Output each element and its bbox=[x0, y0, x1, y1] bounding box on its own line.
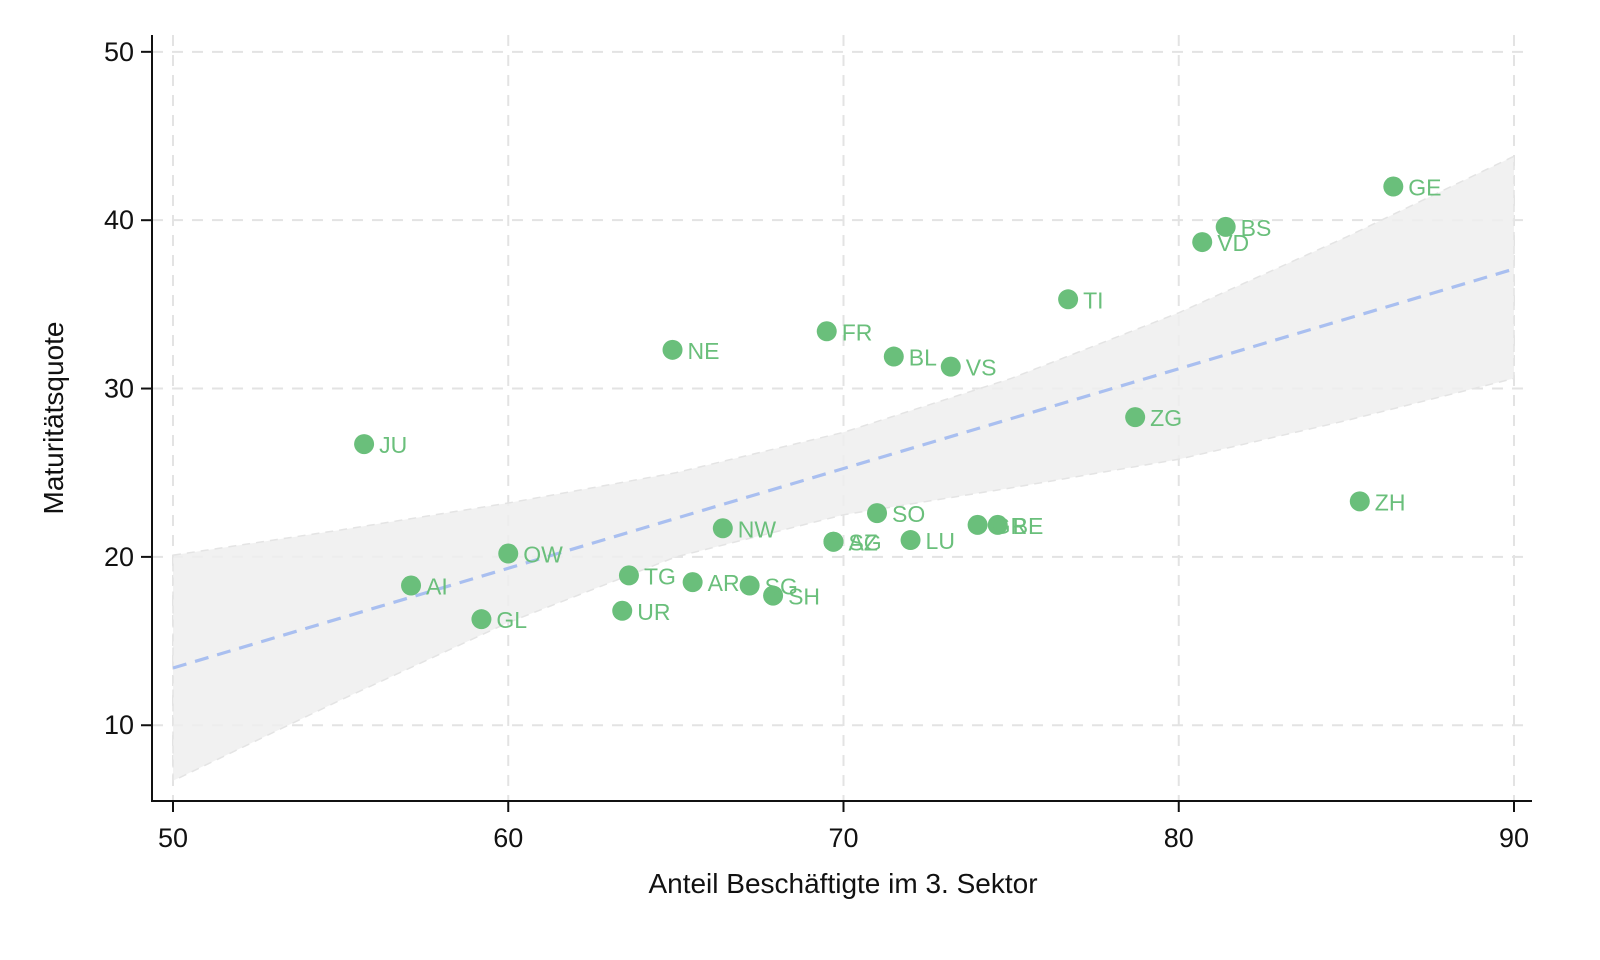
x-tick-label: 80 bbox=[1164, 823, 1194, 853]
point-label-bl: BL bbox=[909, 345, 937, 371]
x-tick-label: 90 bbox=[1499, 823, 1529, 853]
y-tick-label: 30 bbox=[104, 374, 134, 404]
point-label-zg: ZG bbox=[1150, 405, 1182, 431]
point-label-ow: OW bbox=[523, 542, 563, 568]
data-point-ju bbox=[354, 434, 375, 455]
data-point-vd bbox=[1192, 232, 1213, 253]
point-label-be: BE bbox=[1013, 513, 1044, 539]
y-tick-label: 10 bbox=[104, 710, 134, 740]
data-point-sg bbox=[739, 575, 760, 596]
point-label-ag: AG bbox=[848, 530, 881, 556]
data-point-sh bbox=[763, 585, 784, 606]
point-label-tg: TG bbox=[644, 563, 676, 589]
data-point-lu bbox=[900, 530, 921, 551]
point-label-ur: UR bbox=[637, 599, 670, 625]
point-label-nw: NW bbox=[738, 516, 777, 542]
grid bbox=[152, 35, 1526, 801]
x-tick-label: 60 bbox=[493, 823, 523, 853]
data-point-tg bbox=[618, 565, 639, 586]
data-point-ti bbox=[1058, 289, 1079, 310]
point-label-sz: SZ bbox=[848, 530, 877, 556]
point-label-so: SO bbox=[892, 501, 925, 527]
point-label-ne: NE bbox=[688, 338, 720, 364]
data-point-bl bbox=[883, 346, 904, 367]
data-point-vs bbox=[940, 356, 961, 377]
point-label-lu: LU bbox=[926, 528, 955, 554]
data-point-zh bbox=[1349, 491, 1370, 512]
x-axis-title: Anteil Beschäftigte im 3. Sektor bbox=[648, 868, 1037, 899]
y-tick-label: 40 bbox=[104, 205, 134, 235]
point-label-ai: AI bbox=[426, 574, 448, 600]
data-point-gr bbox=[967, 514, 988, 535]
data-point-ne bbox=[662, 339, 683, 360]
data-point-bs bbox=[1215, 216, 1236, 237]
x-tick-label: 50 bbox=[158, 823, 188, 853]
y-axis-title: Maturitätsquote bbox=[38, 322, 69, 515]
point-label-fr: FR bbox=[842, 319, 873, 345]
data-point-so bbox=[867, 503, 888, 524]
y-tick-label: 50 bbox=[104, 37, 134, 67]
point-label-ti: TI bbox=[1083, 287, 1103, 313]
point-label-ju: JU bbox=[379, 432, 407, 458]
data-point-zg bbox=[1125, 407, 1146, 428]
x-tick-label: 70 bbox=[828, 823, 858, 853]
point-label-sh: SH bbox=[788, 584, 820, 610]
data-point-ar bbox=[682, 572, 703, 593]
fit-line bbox=[172, 267, 1515, 670]
point-label-vs: VS bbox=[966, 355, 997, 381]
data-point-nw bbox=[712, 518, 733, 539]
data-points bbox=[354, 176, 1404, 630]
axes: 10 20 30 40 50 50 60 70 80 90 bbox=[104, 35, 1532, 853]
data-point-ow bbox=[498, 543, 519, 564]
point-label-zh: ZH bbox=[1375, 489, 1406, 515]
point-label-sg: SG bbox=[765, 574, 798, 600]
data-point-ur bbox=[612, 600, 633, 621]
data-point-ag bbox=[823, 531, 844, 552]
data-point-ge bbox=[1383, 176, 1404, 197]
point-label-ge: GE bbox=[1408, 175, 1441, 201]
y-tick-label: 20 bbox=[104, 542, 134, 572]
data-point-fr bbox=[816, 321, 837, 342]
data-point-gl bbox=[471, 609, 492, 630]
point-label-bs: BS bbox=[1241, 215, 1272, 241]
point-label-gl: GL bbox=[496, 607, 527, 633]
point-label-ar: AR bbox=[708, 570, 740, 596]
data-point-be bbox=[987, 514, 1008, 535]
fit-line-layer bbox=[172, 267, 1515, 670]
point-label-vd: VD bbox=[1217, 230, 1249, 256]
point-label-gr: GR bbox=[993, 513, 1028, 539]
data-point-ai bbox=[401, 575, 422, 596]
